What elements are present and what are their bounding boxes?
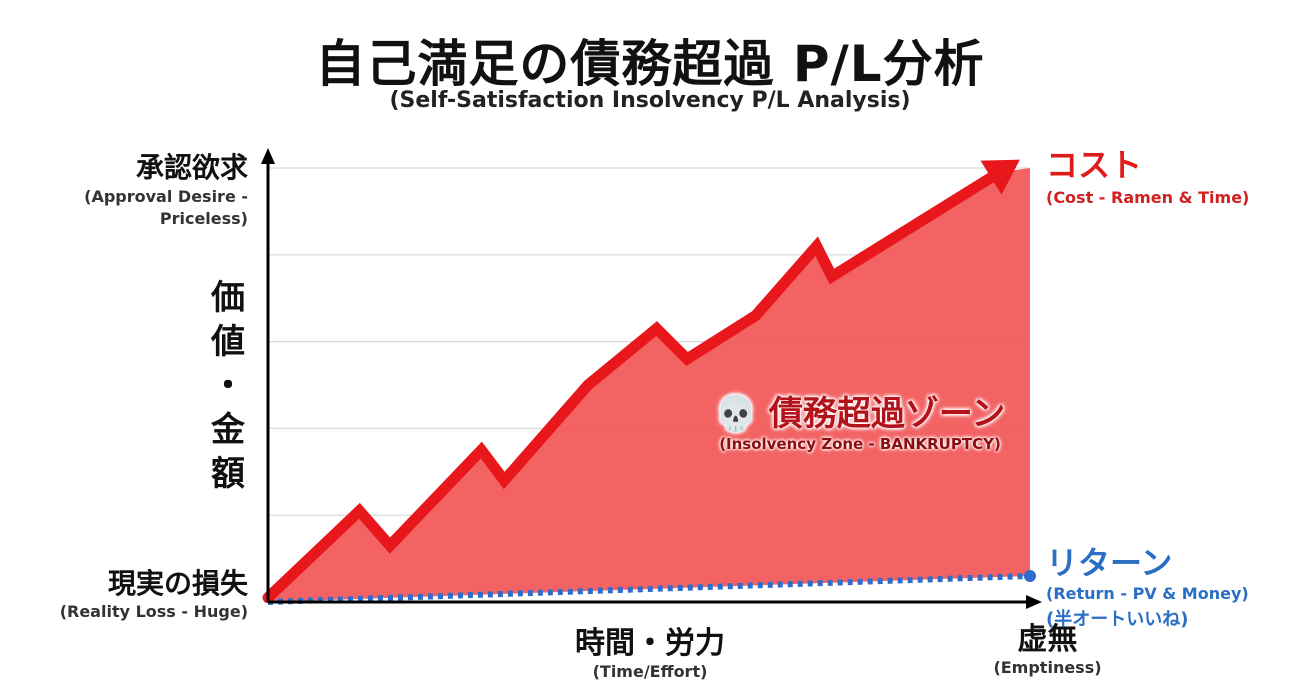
x-axis-end-label: 虚無 (Emptiness): [980, 614, 1115, 677]
x-title-jp: 時間・労力: [575, 626, 725, 661]
return-series-label: リターン (Return - PV & Money) (半オートいいね): [1046, 538, 1249, 631]
line-layer: [262, 159, 1036, 605]
cost-series-label: コスト (Cost - Ramen & Time): [1046, 140, 1249, 207]
y-title-char: 額: [211, 454, 245, 494]
chart-subtitle: (Self-Satisfaction Insolvency P/L Analys…: [389, 88, 911, 113]
y-title-char: 値: [211, 322, 245, 362]
cost-line: [262, 166, 1006, 604]
y-top-en-2: Priceless): [159, 209, 248, 228]
axis-layer: [261, 148, 1042, 609]
y-title-char: 金: [211, 410, 245, 450]
return-end-point: [1024, 569, 1036, 582]
cost-label-en: (Cost - Ramen & Time): [1046, 188, 1250, 207]
cost-label-jp: コスト: [1046, 146, 1143, 184]
return-line: [267, 572, 1031, 605]
y-title-char: ・: [211, 366, 245, 406]
x-end-jp: 虚無: [1017, 622, 1078, 657]
return-label-note: (半オートいいね): [1046, 609, 1189, 630]
x-axis-arrow: [1026, 595, 1042, 609]
y-top-jp: 承認欲求: [135, 151, 248, 184]
y-axis-title: 価 値 ・ 金 額: [208, 276, 248, 496]
return-label-jp: リターン: [1046, 544, 1173, 582]
y-axis-top-label: 承認欲求 (Approval Desire - Priceless): [48, 146, 248, 230]
x-end-en: (Emptiness): [993, 658, 1102, 677]
cost-arrowhead: [980, 159, 1020, 195]
return-label-en: (Return - PV & Money): [1046, 584, 1249, 603]
zone-label-jp: 💀 債務超過ゾーン: [714, 394, 1006, 434]
zone-label-en: (Insolvency Zone - BANKRUPTCY): [719, 435, 1001, 453]
y-title-char: 価: [211, 278, 245, 318]
insolvency-zone-annotation: 💀 債務超過ゾーン (Insolvency Zone - BANKRUPTCY): [690, 386, 1030, 453]
x-title-en: (Time/Effort): [592, 662, 708, 681]
y-axis-bottom-label: 現実の損失 (Reality Loss - Huge): [60, 562, 248, 621]
y-axis-arrow: [261, 148, 275, 164]
y-bottom-en: (Reality Loss - Huge): [59, 602, 248, 621]
y-bottom-jp: 現実の損失: [107, 567, 248, 600]
y-top-en-1: (Approval Desire -: [84, 187, 248, 206]
chart-title: 自己満足の債務超過 P/L分析: [315, 35, 985, 93]
x-axis-title: 時間・労力 (Time/Effort): [520, 618, 780, 681]
